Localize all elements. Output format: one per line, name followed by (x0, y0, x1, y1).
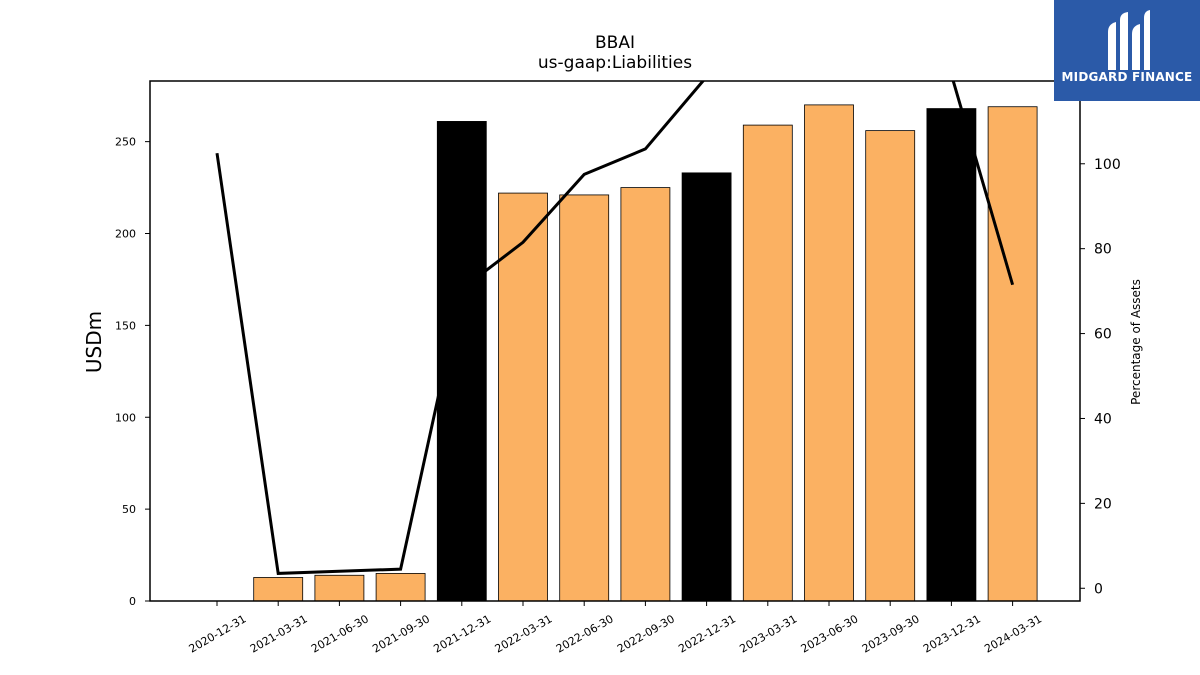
bar (742, 124, 793, 602)
y-tick-label: 50 (122, 503, 136, 516)
y-axis-label: USDm (82, 311, 106, 373)
chart-title: BBAI (595, 33, 635, 53)
bar (681, 172, 732, 602)
x-tick-label: 2022-03-31 (493, 612, 555, 655)
x-tick-label: 2022-12-31 (676, 612, 738, 655)
x-tick-label: 2021-06-30 (309, 612, 371, 655)
bar (804, 104, 854, 602)
logo-text: MIDGARD FINANCE (1061, 70, 1193, 84)
x-tick-label: 2021-03-31 (248, 612, 310, 655)
x-tick-label: 2022-06-30 (554, 612, 616, 655)
brand-logo: MIDGARD FINANCE (1054, 0, 1200, 101)
bar (314, 574, 365, 602)
line-layer (215, 81, 1015, 575)
x-tick-label: 2023-09-30 (860, 612, 922, 655)
chart-subtitle: us-gaap:Liabilities (537, 53, 693, 73)
bar (253, 577, 304, 602)
x-tick-label: 2023-03-31 (737, 612, 799, 655)
bar (620, 187, 671, 602)
y-tick-label: 100 (115, 411, 136, 424)
series-line (215, 81, 1015, 575)
y-tick-label: 200 (115, 228, 136, 241)
x-tick-label: 2021-12-31 (431, 612, 493, 655)
bar (375, 573, 426, 602)
x-tick-label: 2023-06-30 (799, 612, 861, 655)
y-tick-label: 250 (115, 136, 136, 149)
y2-tick-label: 0 (1094, 581, 1103, 597)
bar (498, 192, 548, 602)
x-tick-label: 2023-12-31 (921, 612, 983, 655)
logo-mark-icon (1108, 10, 1150, 70)
bar (865, 130, 916, 602)
bars-layer (253, 104, 1038, 602)
x-tick-label: 2021-09-30 (370, 612, 432, 655)
y2-tick-label: 60 (1094, 327, 1112, 343)
x-tick-label: 2022-09-30 (615, 612, 677, 655)
secondary-y-axis-label: Percentage of Assets (1129, 279, 1143, 405)
y-tick-label: 150 (115, 319, 136, 332)
y2-tick-label: 40 (1094, 411, 1112, 427)
x-tick-label: 2024-03-31 (982, 612, 1044, 655)
plot-frame (149, 80, 1081, 602)
bar (926, 108, 977, 602)
y2-tick-label: 20 (1094, 496, 1112, 512)
x-tick-label: 2020-12-31 (187, 612, 249, 655)
y2-tick-label: 80 (1094, 242, 1112, 258)
y-tick-label: 0 (129, 595, 136, 608)
y2-tick-label: 100 (1094, 157, 1121, 173)
bar (559, 194, 610, 602)
bar (987, 106, 1038, 602)
